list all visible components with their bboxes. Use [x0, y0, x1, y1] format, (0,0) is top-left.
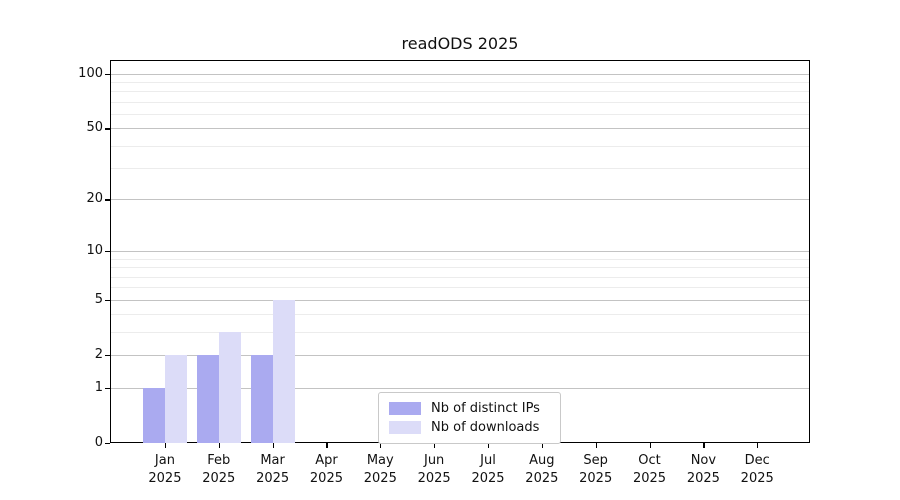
x-tick-mark — [595, 443, 597, 448]
gridline-major — [111, 387, 809, 389]
gridline-major — [111, 73, 809, 75]
gridline-major — [111, 128, 809, 130]
gridline-major — [111, 251, 809, 253]
gridline-major — [111, 355, 809, 357]
x-tick-year: 2025 — [309, 471, 343, 486]
y-tick-label: 1 — [94, 379, 103, 395]
legend-item: Nb of distinct IPs — [389, 399, 560, 418]
bar-nb-of-distinct-ips — [250, 355, 273, 443]
gridline-minor — [111, 287, 809, 289]
x-tick-label: May 2025 — [348, 452, 412, 488]
gridline-minor — [111, 258, 809, 260]
plot-area: Nb of distinct IPs Nb of downloads — [110, 60, 810, 444]
gridline-minor — [111, 314, 809, 316]
x-tick-year: 2025 — [632, 471, 667, 486]
x-tick-mark — [380, 443, 382, 448]
bar-nb-of-distinct-ips — [142, 387, 165, 443]
x-tick-label: Dec 2025 — [725, 452, 789, 488]
y-tick-mark — [105, 387, 110, 389]
x-tick-month: Mar — [260, 453, 285, 468]
x-tick-mark — [649, 443, 651, 448]
y-tick-label: 20 — [86, 191, 103, 207]
legend: Nb of distinct IPs Nb of downloads — [378, 392, 561, 444]
x-tick-label: Jan 2025 — [133, 452, 197, 488]
bar-nb-of-downloads — [218, 332, 241, 443]
x-tick-month: Sep — [583, 453, 608, 468]
y-tick-label: 2 — [94, 347, 103, 363]
legend-swatch — [389, 402, 421, 415]
legend-swatch — [389, 421, 421, 434]
x-tick-mark — [326, 443, 328, 448]
chart-title: readODS 2025 — [401, 34, 519, 53]
y-tick-label: 10 — [86, 243, 103, 259]
x-tick-mark — [488, 443, 490, 448]
gridline-minor — [111, 267, 809, 269]
y-tick-label: 100 — [78, 65, 103, 81]
x-tick-label: Nov 2025 — [671, 452, 735, 488]
x-tick-month: Jan — [154, 453, 175, 468]
y-tick-label: 5 — [94, 291, 103, 307]
x-tick-label: Apr 2025 — [294, 452, 358, 488]
bar-nb-of-distinct-ips — [196, 355, 219, 443]
x-tick-label: Feb 2025 — [187, 452, 251, 488]
gridline-minor — [111, 276, 809, 278]
bar-nb-of-downloads — [272, 299, 295, 443]
x-tick-year: 2025 — [417, 471, 451, 486]
y-tick-mark — [105, 443, 110, 445]
x-tick-month: Feb — [207, 453, 231, 468]
x-tick-year: 2025 — [525, 471, 559, 486]
y-tick-mark — [105, 299, 110, 301]
gridline-minor — [111, 91, 809, 93]
y-tick-mark — [105, 73, 110, 75]
x-tick-mark — [757, 443, 759, 448]
x-tick-month: Aug — [529, 453, 555, 468]
legend-label: Nb of distinct IPs — [431, 401, 540, 416]
y-tick-mark — [105, 355, 110, 357]
x-tick-month: Dec — [744, 453, 770, 468]
gridline-minor — [111, 145, 809, 147]
gridline-major — [111, 299, 809, 301]
x-tick-label: Mar 2025 — [241, 452, 305, 488]
x-tick-label: Jul 2025 — [456, 452, 520, 488]
x-tick-month: Apr — [315, 453, 338, 468]
x-tick-mark — [272, 443, 274, 448]
x-tick-year: 2025 — [202, 471, 236, 486]
x-tick-year: 2025 — [471, 471, 505, 486]
gridline-minor — [111, 101, 809, 103]
x-tick-month: May — [366, 453, 394, 468]
x-tick-label: Oct 2025 — [618, 452, 682, 488]
y-tick-label: 0 — [94, 435, 103, 450]
legend-item: Nb of downloads — [389, 418, 560, 437]
legend-label: Nb of downloads — [431, 420, 540, 435]
x-tick-mark — [434, 443, 436, 448]
x-tick-year: 2025 — [148, 471, 182, 486]
y-tick-mark — [105, 128, 110, 130]
x-tick-year: 2025 — [686, 471, 720, 486]
x-tick-mark — [541, 443, 544, 448]
gridline-minor — [111, 114, 809, 116]
x-tick-label: Jun 2025 — [402, 452, 466, 488]
x-tick-year: 2025 — [363, 471, 397, 486]
gridline-major — [111, 199, 809, 201]
x-tick-mark — [703, 443, 705, 448]
x-tick-year: 2025 — [256, 471, 290, 486]
x-tick-label: Aug 2025 — [510, 452, 574, 488]
x-tick-mark — [218, 443, 220, 448]
gridline-minor — [111, 82, 809, 84]
x-tick-mark — [164, 443, 167, 448]
x-tick-month: Oct — [638, 453, 661, 468]
x-tick-month: Jun — [423, 453, 445, 468]
y-tick-mark — [105, 199, 110, 201]
y-tick-mark — [105, 251, 110, 253]
x-tick-year: 2025 — [579, 471, 613, 486]
y-tick-label: 50 — [86, 120, 103, 136]
x-tick-label: Sep 2025 — [564, 452, 628, 488]
gridline-minor — [111, 332, 809, 334]
gridline-minor — [111, 168, 809, 170]
bar-nb-of-downloads — [164, 355, 187, 443]
x-tick-year: 2025 — [740, 471, 774, 486]
x-tick-month: Jul — [480, 453, 496, 468]
x-tick-month: Nov — [690, 453, 717, 468]
